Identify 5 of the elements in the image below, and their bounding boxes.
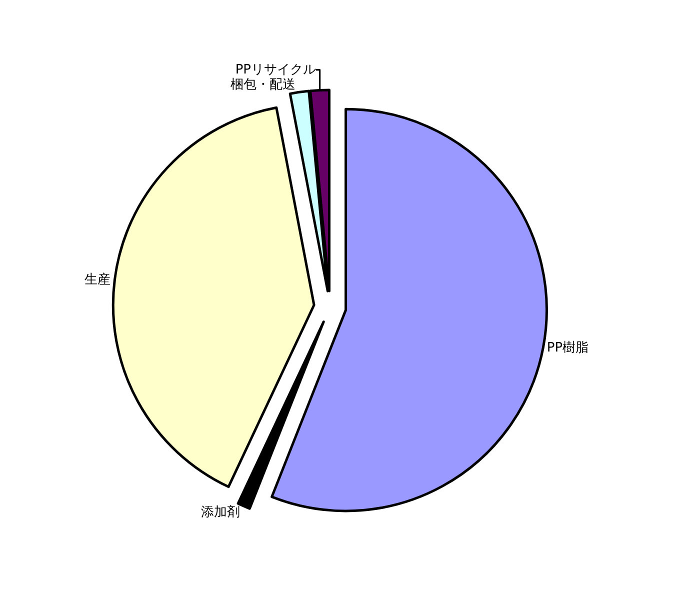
slice-label: 生産 xyxy=(84,272,111,288)
slice-label: PPリサイクル xyxy=(235,62,316,78)
slice-label: 添加剤 xyxy=(201,504,240,520)
slice-label: PP樹脂 xyxy=(546,340,589,356)
slice-label: 梱包・配送 xyxy=(230,77,296,92)
